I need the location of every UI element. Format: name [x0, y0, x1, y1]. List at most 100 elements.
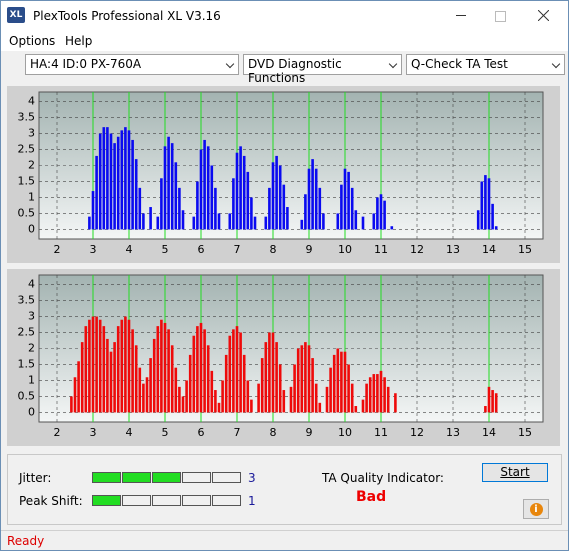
y-tick-label: 0.5 — [18, 206, 36, 219]
x-tick-label: 3 — [90, 243, 97, 256]
bar — [484, 175, 487, 230]
jitter-label: Jitter: — [19, 471, 52, 485]
bar — [196, 181, 199, 230]
bar — [390, 226, 394, 230]
bar — [188, 354, 192, 413]
test-select[interactable]: Q-Check TA Test — [406, 54, 565, 75]
bar — [350, 383, 354, 413]
x-tick-label: 3 — [90, 426, 97, 439]
bar — [336, 348, 340, 413]
y-tick-label: 0 — [28, 405, 35, 418]
bar — [196, 326, 199, 413]
bar — [307, 168, 311, 230]
bar — [221, 380, 224, 413]
bar — [178, 187, 181, 230]
start-button[interactable]: Start — [482, 463, 548, 482]
y-tick-label: 1.5 — [18, 174, 36, 187]
x-tick-label: 5 — [162, 243, 169, 256]
bar — [214, 390, 217, 413]
bar — [156, 326, 160, 413]
bar — [192, 335, 196, 413]
bar — [113, 342, 116, 413]
bar — [278, 364, 282, 413]
bar — [304, 342, 307, 413]
bar — [246, 380, 250, 413]
bar — [376, 374, 379, 413]
close-button[interactable] — [538, 10, 549, 21]
x-tick-label: 2 — [54, 426, 61, 439]
chart-panel: 0 0.5 1 1.5 2 2.5 3 3.5 4 2 3 4 5 6 7 8 9 10 11 12 13 14 15 — [7, 86, 560, 263]
bar — [163, 146, 167, 230]
menu-item[interactable]: Options — [9, 34, 56, 48]
bar — [181, 210, 185, 230]
bar — [347, 171, 350, 230]
jitter-value: 3 — [248, 471, 256, 485]
bar — [214, 187, 217, 230]
y-tick-label: 1 — [28, 190, 35, 203]
info-button[interactable]: i — [523, 499, 549, 519]
bar — [487, 178, 491, 230]
bar — [145, 377, 149, 413]
status-bar: Ready — [1, 530, 568, 550]
bar — [127, 319, 131, 413]
bar — [242, 354, 246, 413]
x-tick-label: 9 — [306, 243, 313, 256]
bar — [275, 342, 278, 413]
bar — [340, 184, 343, 230]
bar — [224, 354, 228, 413]
bar — [170, 143, 174, 230]
bar — [232, 329, 235, 413]
bar — [170, 345, 174, 413]
bar — [350, 187, 354, 230]
bar — [124, 316, 127, 413]
bar — [217, 402, 221, 413]
bar — [109, 133, 113, 230]
bar — [300, 345, 304, 413]
bar — [163, 322, 167, 413]
bar — [178, 386, 181, 413]
bar — [102, 127, 106, 230]
y-tick-label: 3 — [28, 127, 35, 140]
level-segment — [122, 472, 151, 483]
x-tick-label: 4 — [126, 243, 133, 256]
bar — [494, 226, 498, 230]
bar — [354, 406, 358, 413]
bar — [116, 136, 120, 230]
level-segment — [122, 495, 151, 506]
bar — [156, 216, 160, 230]
y-tick-label: 4 — [28, 278, 35, 291]
function-select[interactable]: DVD Diagnostic Functions — [243, 54, 402, 85]
bar — [264, 342, 268, 413]
level-segment — [182, 472, 211, 483]
bar — [174, 367, 178, 413]
y-tick-label: 1.5 — [18, 357, 36, 370]
bar — [206, 345, 210, 413]
bar — [84, 326, 88, 413]
bar — [203, 139, 206, 230]
bar — [289, 386, 293, 413]
drive-select[interactable]: HA:4 ID:0 PX-760A — [25, 54, 239, 75]
y-tick-label: 3.5 — [18, 294, 36, 307]
bar — [379, 194, 383, 230]
bar — [91, 191, 95, 230]
y-tick-label: 4 — [28, 95, 35, 108]
bar — [365, 383, 368, 413]
bar — [376, 197, 379, 230]
minimize-button[interactable] — [456, 6, 472, 24]
bar — [88, 216, 91, 230]
maximize-button[interactable] — [495, 11, 506, 22]
bar — [167, 136, 170, 230]
chart-panel: 0 0.5 1 1.5 2 2.5 3 3.5 4 2 3 4 5 6 7 8 9 10 11 12 13 14 15 — [7, 269, 560, 446]
menu-item[interactable]: Help — [65, 34, 93, 48]
bar — [192, 216, 196, 230]
y-tick-label: 0.5 — [18, 389, 36, 402]
bar — [314, 383, 318, 413]
bar — [95, 316, 98, 413]
quality-value: Bad — [356, 489, 387, 505]
x-tick-label: 6 — [198, 426, 205, 439]
x-tick-label: 7 — [234, 426, 241, 439]
bar — [250, 197, 253, 230]
bar — [77, 361, 80, 413]
bar — [210, 165, 214, 230]
bar — [239, 146, 242, 230]
